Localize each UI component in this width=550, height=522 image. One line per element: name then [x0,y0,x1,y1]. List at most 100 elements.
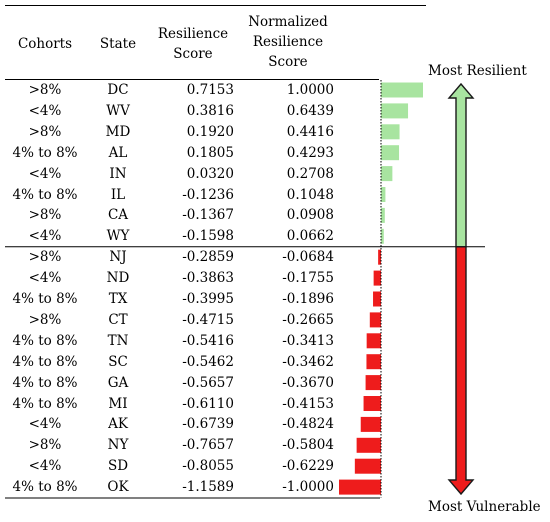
state-cell: WV [106,102,130,119]
normalized-score-cell: -0.3413 [282,332,334,349]
bar-tx [373,291,381,307]
normalized-score-cell: 1.0000 [286,82,334,98]
normalized-score-cell: -0.5804 [282,437,334,454]
cohort-cell: 4% to 8% [12,291,78,307]
resilience-score-cell: -0.5416 [182,332,234,349]
normalized-score-cell: -0.0684 [282,249,334,266]
resilience-score-cell: 0.7153 [186,82,234,98]
bar-md [381,124,400,140]
cohort-cell: >8% [28,311,62,328]
cohort-cell: <4% [28,102,62,119]
normalized-score-cell: 0.4416 [286,123,334,140]
cohort-cell: >8% [28,123,62,140]
state-cell: AL [108,144,128,161]
arrow-up-resilient [447,82,475,248]
bar-ca [381,207,385,223]
header-bottom-rule [5,79,379,80]
cohort-cell: >8% [28,437,62,454]
header-normalized-score: Normalized Resilience Score [238,12,338,72]
header-state-text: State [99,36,137,52]
cohort-cell: <4% [28,228,62,245]
bar-ga [365,375,381,391]
bar-ok [339,479,381,495]
normalized-score-cell: -0.4824 [282,416,334,433]
bar-wv [381,103,409,119]
resilience-score-cell: -0.3863 [182,270,234,287]
bar-ak [360,416,381,432]
cohort-cell: <4% [28,165,62,182]
bar-mi [363,396,381,411]
resilience-score-cell: 0.1805 [186,144,234,161]
header-resilience-line1: Resilience [157,26,229,42]
bar-wy [381,228,384,244]
header-cohorts: Cohorts [5,34,85,54]
resilience-score-cell: -0.1598 [182,228,234,245]
cohort-cell: 4% to 8% [12,144,78,161]
bar-sd [354,458,381,474]
resilience-score-cell: -0.3995 [182,291,234,307]
state-cell: SC [108,353,128,370]
cohort-cell: 4% to 8% [12,479,78,496]
normalized-score-cell: -1.0000 [282,479,334,496]
state-cell: IL [110,186,126,203]
bar-in [381,166,393,182]
state-cell: NY [107,437,129,454]
resilience-score-cell: 0.3816 [186,102,234,119]
normalized-score-cell: -0.6229 [282,458,334,475]
bar-al [381,145,400,161]
normalized-score-cell: -0.3670 [282,374,334,391]
state-cell: DC [107,82,129,98]
state-cell: ND [106,270,130,287]
normalized-score-cell: 0.4293 [286,144,334,161]
resilience-score-cell: -0.5462 [182,353,234,370]
header-resilience-line2: Score [173,46,213,62]
state-cell: OK [107,479,129,496]
cohort-cell: 4% to 8% [12,332,78,349]
header-resilience-score: Resilience Score [148,24,238,64]
bar-ct [369,312,381,328]
state-cell: AK [108,416,128,433]
state-cell: CT [108,311,128,328]
bar-dc [381,82,423,98]
header-cohorts-text: Cohorts [17,36,73,52]
cohort-cell: <4% [28,458,62,475]
most-vulnerable-label: Most Vulnerable [428,499,541,515]
bar-ny [356,437,381,453]
normalized-score-cell: -0.2665 [282,311,334,328]
resilience-score-cell: 0.1920 [186,123,234,140]
resilience-score-cell: 0.0320 [186,165,234,182]
resilience-score-cell: -0.6739 [182,416,234,433]
cohort-cell: 4% to 8% [12,395,78,412]
state-cell: MI [108,395,128,412]
normalized-score-cell: -0.4153 [282,395,334,412]
normalized-score-cell: 0.1048 [286,186,334,203]
arrow-down-vulnerable [447,246,475,496]
bar-tn [366,333,381,349]
header-normalized-line2: Resilience [252,34,324,50]
state-cell: MD [105,123,131,140]
state-cell: NJ [109,249,127,266]
state-cell: IN [109,165,127,182]
normalized-score-cell: 0.0662 [286,228,334,245]
resilience-score-cell: -0.1236 [182,186,234,203]
most-resilient-label: Most Resilient [428,63,527,79]
resilience-score-cell: -0.5657 [182,374,234,391]
most-resilient-text: Most Resilient [428,63,527,79]
bar-nj [378,249,381,265]
cohort-cell: >8% [28,207,62,224]
bar-sc [366,354,381,370]
normalized-score-cell: 0.2708 [286,165,334,182]
bar-nd [373,270,381,286]
cohort-cell: <4% [28,416,62,433]
cohort-cell: 4% to 8% [12,374,78,391]
state-cell: GA [107,374,129,391]
cohort-cell: >8% [28,249,62,266]
state-cell: WY [106,228,130,245]
normalized-score-cell: -0.1755 [282,270,334,287]
state-cell: TN [107,332,129,349]
state-cell: CA [107,207,129,224]
header-normalized-line1: Normalized [248,14,328,30]
normalized-score-cell: -0.1896 [282,291,334,307]
normalized-score-cell: 0.6439 [286,102,334,119]
bar-il [381,187,386,202]
